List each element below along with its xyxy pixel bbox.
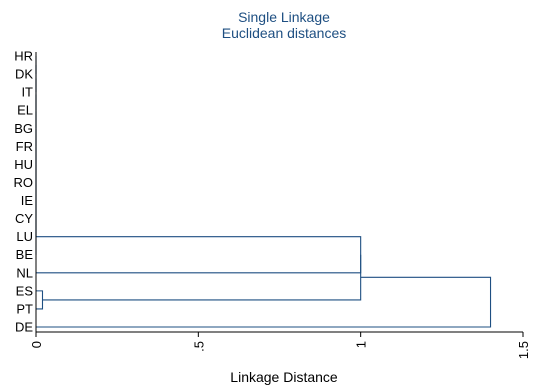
leaf-label-hu: HU xyxy=(14,157,33,172)
leaf-label-nl: NL xyxy=(16,265,33,280)
leaf-label-fr: FR xyxy=(16,139,33,154)
leaf-label-de: DE xyxy=(15,320,33,335)
x-axis-ticks: 0 .5 1 1.5 xyxy=(29,332,531,359)
leaf-label-pt: PT xyxy=(16,301,33,316)
merge-link-12 xyxy=(36,236,362,274)
leaf-label-cy: CY xyxy=(15,211,33,226)
x-tick-label-3: 1.5 xyxy=(516,341,531,359)
leaf-label-dk: DK xyxy=(15,67,33,82)
leaf-label-es: ES xyxy=(16,283,34,298)
leaf-label-hr: HR xyxy=(14,49,33,64)
x-tick-label-0: 0 xyxy=(29,341,44,348)
leaf-labels: HR DK IT EL BG FR HU RO IE CY LU BE NL ES PT DE xyxy=(14,49,34,335)
chart-subtitle: Euclidean distances xyxy=(222,25,347,41)
leaf-label-lu: LU xyxy=(16,229,33,244)
leaf-label-be: BE xyxy=(16,247,34,262)
dendrogram-links xyxy=(35,56,492,328)
x-tick-label-2: 1 xyxy=(354,341,369,348)
merge-link-14 xyxy=(36,276,492,328)
leaf-label-ro: RO xyxy=(14,175,34,190)
merge-link-13 xyxy=(42,254,362,301)
chart-title: Single Linkage xyxy=(238,9,330,25)
leaf-label-bg: BG xyxy=(14,121,33,136)
leaf-label-it: IT xyxy=(21,85,33,100)
merge-link-11 xyxy=(36,290,44,310)
x-tick-label-1: .5 xyxy=(191,341,206,352)
leaf-label-ie: IE xyxy=(21,193,34,208)
leaf-label-el: EL xyxy=(17,103,33,118)
x-axis-label: Linkage Distance xyxy=(230,369,338,385)
